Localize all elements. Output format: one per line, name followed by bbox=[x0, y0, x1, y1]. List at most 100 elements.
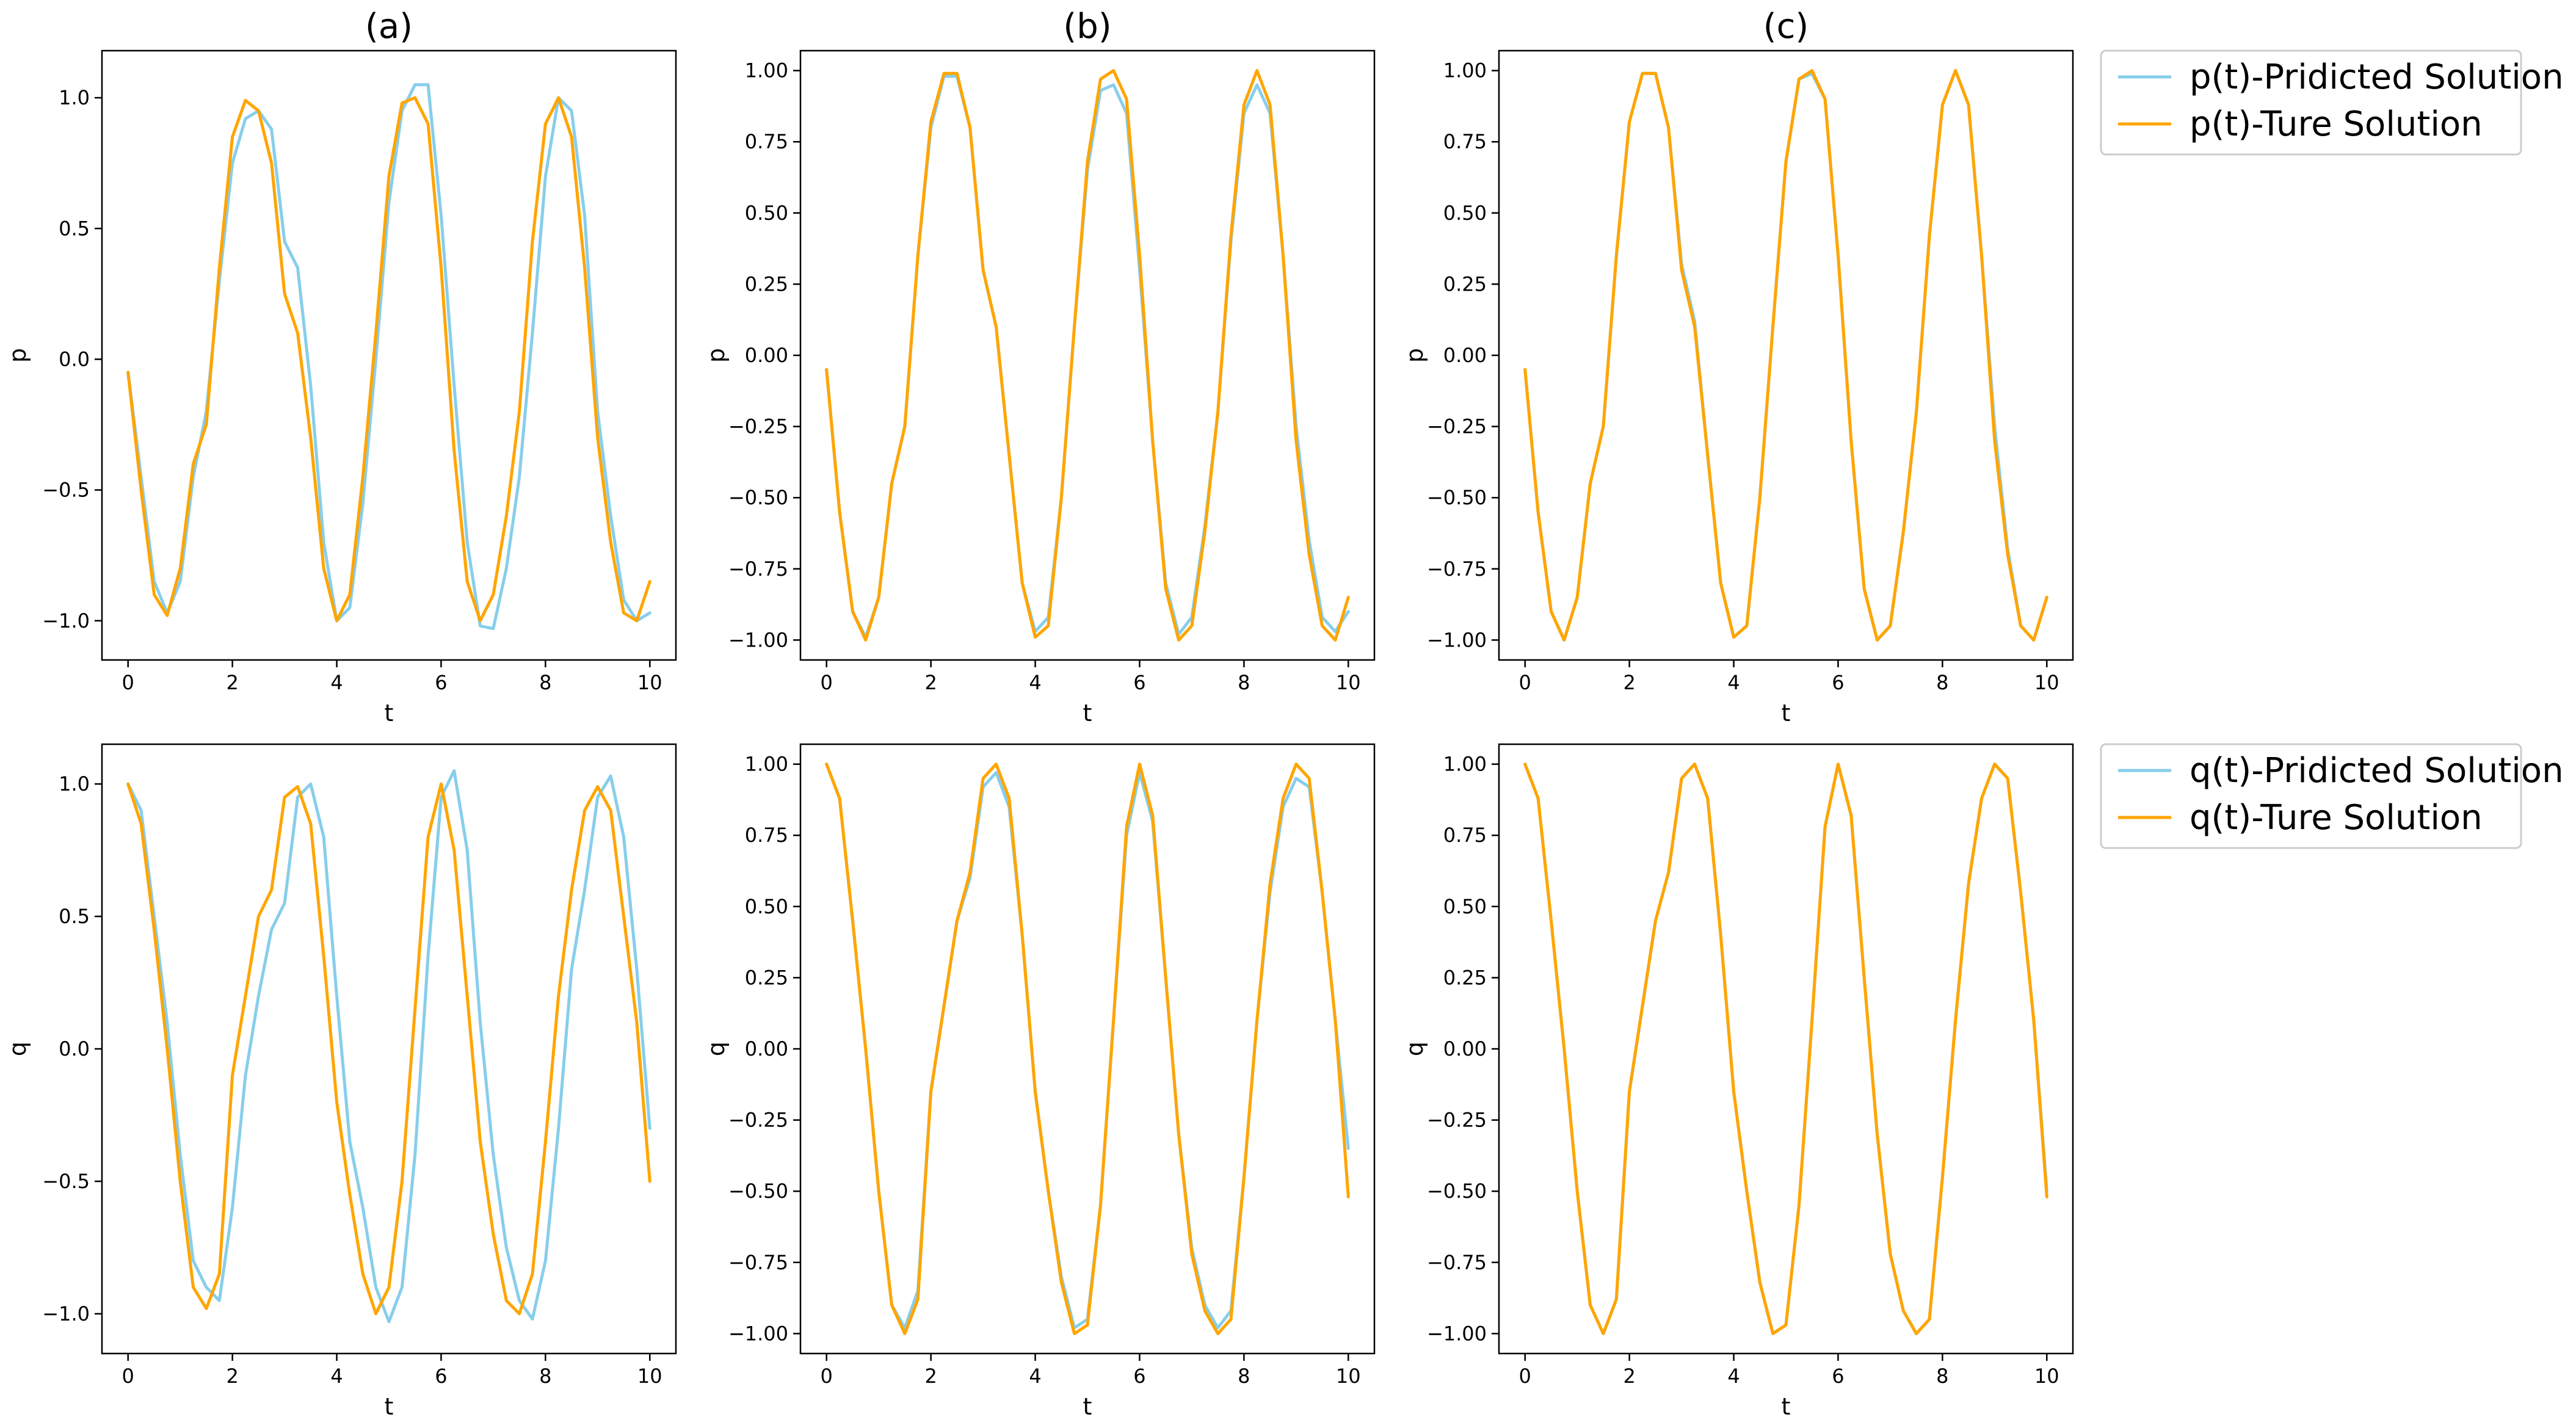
y-tick-label: 0.50 bbox=[745, 201, 788, 225]
y-tick-label: 0.75 bbox=[1443, 824, 1487, 847]
x-tick-label: 4 bbox=[330, 671, 343, 694]
x-tick-label: 10 bbox=[1336, 1365, 1361, 1388]
x-tick-label: 8 bbox=[539, 671, 551, 694]
x-tick-label: 8 bbox=[1238, 671, 1250, 694]
y-tick-label: 0.00 bbox=[1443, 1037, 1487, 1060]
y-tick-label: −0.50 bbox=[1427, 1180, 1487, 1203]
x-tick-label: 0 bbox=[122, 1365, 134, 1388]
y-tick-label: 0.25 bbox=[745, 966, 788, 989]
legend-p-frame bbox=[2100, 49, 2522, 156]
y-tick-label: −1.00 bbox=[1427, 628, 1487, 651]
y-tick-label: 0.50 bbox=[1443, 201, 1487, 225]
subplot-1-2: 0 2 4 6 8 10 −1.00 −0.75 −0.50 −0.25 0.00 0.25 0.50 0… bbox=[1401, 743, 2074, 1420]
y-axis-label: q bbox=[703, 1042, 730, 1056]
y-tick-label: 0.75 bbox=[745, 824, 788, 847]
y-tick-label: 0.00 bbox=[1443, 344, 1487, 367]
y-tick-label: 0.0 bbox=[59, 1037, 90, 1060]
y-tick-label: 0.25 bbox=[1443, 966, 1487, 989]
y-tick-label: −0.50 bbox=[728, 486, 788, 509]
y-axis-label: p bbox=[1401, 348, 1428, 363]
x-axis-label: t bbox=[1083, 700, 1092, 727]
x-tick-label: 10 bbox=[637, 1365, 662, 1388]
x-tick-label: 8 bbox=[1936, 671, 1948, 694]
x-tick-label: 4 bbox=[330, 1365, 343, 1388]
true-series-line bbox=[1523, 763, 2048, 1335]
column-title-a: (a) bbox=[365, 7, 413, 46]
true-series-line bbox=[126, 782, 651, 1316]
x-tick-label: 10 bbox=[1336, 671, 1361, 694]
y-tick-label: 0.50 bbox=[1443, 895, 1487, 918]
true-series-line bbox=[126, 96, 651, 623]
y-tick-label: 0.0 bbox=[59, 347, 90, 371]
x-axis-label: t bbox=[385, 1393, 394, 1420]
subplot-1-1: 0 2 4 6 8 10 −1.00 −0.75 −0.50 −0.25 0.00 0.25 0.50 0… bbox=[703, 743, 1376, 1420]
y-axis-label: p bbox=[703, 348, 730, 363]
subplot-0-2: 0 2 4 6 8 10 −1.00 −0.75 −0.50 −0.25 0.00 0.25 0.50 0… bbox=[1401, 49, 2074, 727]
legend-q-frame bbox=[2100, 743, 2522, 849]
predicted-series-line bbox=[126, 769, 651, 1324]
y-tick-label: −1.0 bbox=[42, 1302, 90, 1325]
subplot-0-0: 0 2 4 6 8 10 −1.0 −0.5 0.0 0.5 1.0 t p bbox=[4, 49, 677, 727]
y-tick-label: −0.50 bbox=[728, 1180, 788, 1203]
legend-q: q(t)-Pridicted Solution q(t)-Ture Soluti… bbox=[2100, 743, 2564, 849]
y-tick-label: −0.75 bbox=[728, 1251, 788, 1274]
x-tick-label: 6 bbox=[1133, 671, 1145, 694]
y-tick-label: −0.25 bbox=[1427, 415, 1487, 438]
x-tick-label: 0 bbox=[1519, 1365, 1531, 1388]
x-tick-label: 4 bbox=[1727, 671, 1740, 694]
legend-p-true-label: p(t)-Ture Solution bbox=[2190, 104, 2483, 144]
column-title-b: (b) bbox=[1063, 7, 1111, 46]
x-tick-label: 6 bbox=[435, 1365, 447, 1388]
y-tick-label: −0.25 bbox=[728, 1109, 788, 1132]
x-tick-label: 0 bbox=[122, 671, 134, 694]
y-tick-label: 1.0 bbox=[59, 772, 90, 796]
axes-frame bbox=[101, 49, 677, 661]
x-axis-label: t bbox=[1083, 1393, 1092, 1420]
column-title-c: (c) bbox=[1763, 7, 1809, 46]
y-tick-label: 0.5 bbox=[59, 217, 90, 240]
y-tick-label: −0.75 bbox=[728, 557, 788, 581]
y-tick-label: 0.25 bbox=[1443, 272, 1487, 295]
x-axis-label: t bbox=[1782, 700, 1791, 727]
y-tick-label: −0.5 bbox=[42, 479, 90, 502]
x-tick-label: 10 bbox=[637, 671, 662, 694]
y-axis-label: p bbox=[4, 348, 31, 363]
y-tick-label: 1.0 bbox=[59, 86, 90, 109]
y-axis-label: q bbox=[4, 1042, 31, 1056]
x-tick-label: 2 bbox=[1623, 671, 1635, 694]
y-tick-label: −1.00 bbox=[728, 628, 788, 651]
x-axis-label: t bbox=[1782, 1393, 1791, 1420]
x-tick-label: 0 bbox=[1519, 671, 1531, 694]
x-tick-label: 2 bbox=[924, 671, 937, 694]
x-tick-label: 6 bbox=[435, 671, 447, 694]
y-tick-label: 0.75 bbox=[745, 130, 788, 153]
y-tick-label: 0.5 bbox=[59, 905, 90, 928]
y-tick-label: −0.50 bbox=[1427, 486, 1487, 509]
x-tick-label: 2 bbox=[226, 1365, 238, 1388]
legend-p-predicted-label: p(t)-Pridicted Solution bbox=[2190, 57, 2564, 97]
x-tick-label: 8 bbox=[539, 1365, 551, 1388]
y-tick-label: −1.0 bbox=[42, 609, 90, 632]
x-tick-label: 6 bbox=[1133, 1365, 1145, 1388]
x-axis-label: t bbox=[385, 700, 394, 727]
true-series-line bbox=[825, 763, 1350, 1335]
x-tick-label: 2 bbox=[924, 1365, 937, 1388]
true-series-line bbox=[825, 69, 1350, 642]
y-tick-label: −1.00 bbox=[1427, 1322, 1487, 1345]
y-tick-label: −0.75 bbox=[1427, 557, 1487, 581]
y-tick-label: 0.00 bbox=[745, 344, 788, 367]
legend-p: p(t)-Pridicted Solution p(t)-Ture Soluti… bbox=[2100, 49, 2564, 156]
x-tick-label: 10 bbox=[2034, 671, 2059, 694]
x-tick-label: 2 bbox=[1623, 1365, 1635, 1388]
y-tick-label: −0.25 bbox=[728, 415, 788, 438]
true-series-line bbox=[1523, 69, 2048, 642]
y-tick-label: 0.00 bbox=[745, 1037, 788, 1060]
x-tick-label: 8 bbox=[1238, 1365, 1250, 1388]
x-tick-label: 4 bbox=[1727, 1365, 1740, 1388]
subplot-0-1: 0 2 4 6 8 10 −1.00 −0.75 −0.50 −0.25 0.00 0.25 0.50 0… bbox=[703, 49, 1376, 727]
y-tick-label: 0.75 bbox=[1443, 130, 1487, 153]
x-tick-label: 8 bbox=[1936, 1365, 1948, 1388]
